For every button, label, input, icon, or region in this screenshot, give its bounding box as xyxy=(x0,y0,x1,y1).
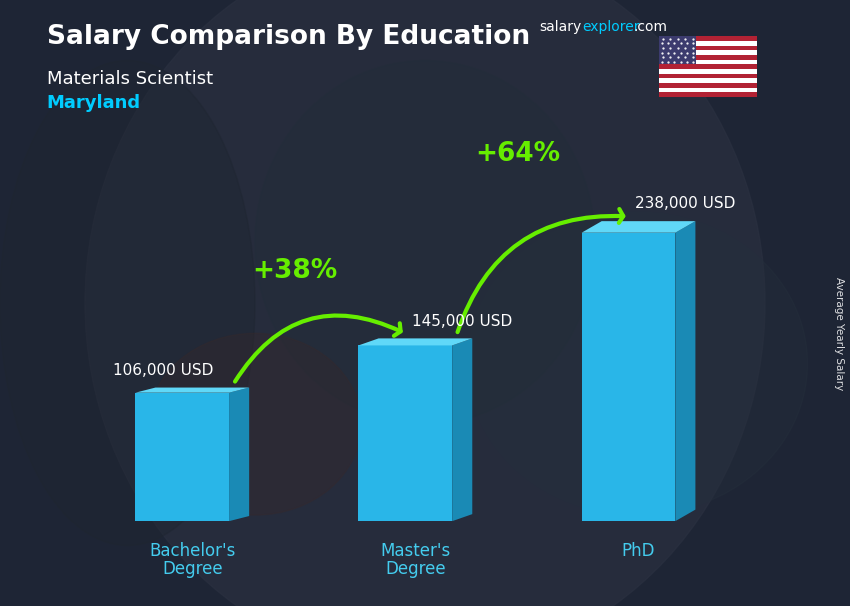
Bar xyxy=(659,50,756,55)
Text: salary: salary xyxy=(540,20,582,34)
Polygon shape xyxy=(581,221,695,233)
Bar xyxy=(659,78,756,83)
Text: 238,000 USD: 238,000 USD xyxy=(635,196,735,211)
Polygon shape xyxy=(675,221,695,521)
Ellipse shape xyxy=(255,61,595,424)
Bar xyxy=(659,41,756,45)
Bar xyxy=(135,393,229,521)
Text: Materials Scientist: Materials Scientist xyxy=(47,70,212,88)
Text: Maryland: Maryland xyxy=(47,94,141,112)
Bar xyxy=(581,233,675,521)
Text: Bachelor's: Bachelor's xyxy=(149,542,235,560)
Bar xyxy=(659,83,756,88)
Text: .com: .com xyxy=(633,20,667,34)
Polygon shape xyxy=(452,338,473,521)
Text: PhD: PhD xyxy=(621,542,655,560)
Bar xyxy=(659,69,756,74)
Ellipse shape xyxy=(468,212,808,515)
Polygon shape xyxy=(229,388,249,521)
Bar xyxy=(659,59,756,64)
Ellipse shape xyxy=(0,61,255,545)
Bar xyxy=(659,36,696,64)
Bar xyxy=(359,345,452,521)
Text: Degree: Degree xyxy=(385,560,445,578)
Text: Degree: Degree xyxy=(162,560,223,578)
Bar xyxy=(659,92,756,97)
Text: explorer: explorer xyxy=(582,20,640,34)
Bar xyxy=(659,55,756,59)
Text: 106,000 USD: 106,000 USD xyxy=(113,363,213,378)
Text: 145,000 USD: 145,000 USD xyxy=(412,314,513,328)
Text: +64%: +64% xyxy=(475,141,561,167)
Bar xyxy=(659,45,756,50)
Polygon shape xyxy=(135,388,249,393)
Text: Salary Comparison By Education: Salary Comparison By Education xyxy=(47,24,530,50)
Text: Master's: Master's xyxy=(380,542,450,560)
Ellipse shape xyxy=(85,0,765,606)
Bar xyxy=(659,64,756,69)
Bar xyxy=(659,74,756,78)
Ellipse shape xyxy=(149,333,361,515)
Bar xyxy=(659,36,756,41)
Text: Average Yearly Salary: Average Yearly Salary xyxy=(834,277,844,390)
Bar xyxy=(659,88,756,92)
Text: +38%: +38% xyxy=(252,258,337,284)
Polygon shape xyxy=(359,338,473,345)
